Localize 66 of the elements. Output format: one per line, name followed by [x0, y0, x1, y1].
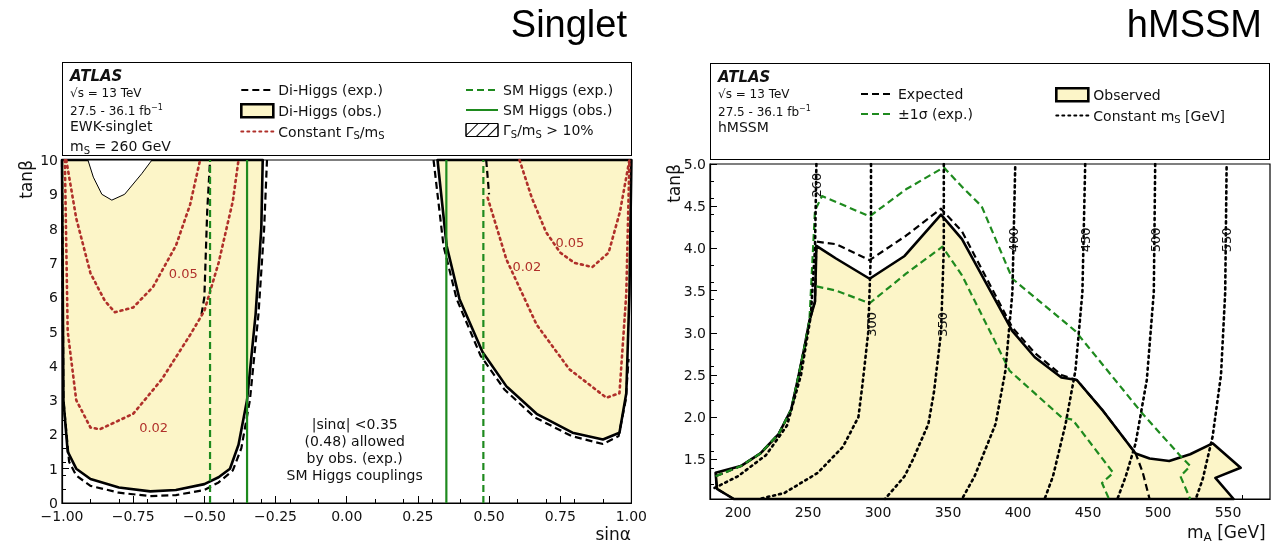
y-tick-label: 3 [49, 392, 58, 409]
annotation: 0.05 [555, 235, 585, 251]
y-tick-label: 2.0 [683, 409, 706, 426]
x-tick-label: −0.75 [111, 508, 155, 524]
text: ATLAS [69, 66, 123, 85]
x-tick-label: −1.00 [40, 508, 84, 524]
chart-title: Singlet [510, 3, 628, 45]
x-tick-label: 550 [1214, 504, 1242, 520]
x-tick-label: 0.50 [473, 508, 505, 524]
legend-label: Expected [898, 86, 964, 102]
x-tick-label: 1.00 [615, 508, 647, 524]
annotation: 550 [1219, 227, 1235, 253]
chart-title: hMSSM [1126, 3, 1263, 45]
annotation: 450 [1077, 227, 1093, 253]
annotation: 0.02 [512, 259, 542, 275]
y-tick-label: 1.5 [683, 451, 706, 468]
annotation: |sinα| <0.35 (0.48) allowed by obs. (exp.) SM Higgs couplings [286, 415, 423, 483]
y-tick-label: 5.0 [683, 156, 706, 172]
annotation: 500 [1147, 227, 1163, 253]
x-tick-label: 0.00 [331, 508, 363, 524]
x-tick-label: −0.25 [254, 508, 297, 524]
y-tick-label: 8 [49, 220, 58, 237]
y-tick-label: 10 [40, 152, 58, 168]
y-tick-label: 4.0 [683, 240, 706, 257]
y-axis-title: tanβ [16, 160, 36, 199]
legend-label: Di-Higgs (obs.) [278, 102, 383, 119]
text: hMSSM [718, 119, 769, 135]
legend-label: SM Higgs (exp.) [503, 82, 614, 98]
x-tick-label: 0.25 [402, 508, 434, 524]
annotation: 350 [934, 311, 950, 337]
y-tick-label: 4.5 [683, 198, 706, 215]
y-tick-label: 3.0 [683, 324, 706, 341]
legend-label: Observed [1093, 86, 1161, 103]
legend-label: ±1σ (exp.) [898, 106, 973, 122]
x-tick-label: 350 [934, 504, 962, 520]
x-tick-label: 500 [1144, 504, 1172, 520]
x-axis-title: sinα [595, 523, 631, 543]
y-tick-label: 0 [49, 495, 58, 511]
x-tick-label: −0.50 [182, 508, 226, 524]
y-tick-label: 6 [49, 289, 59, 306]
y-axis-title: tanβ [664, 164, 684, 203]
y-tick-label: 3.5 [683, 282, 706, 299]
y-tick-label: 9 [49, 186, 58, 203]
legend-label: Di-Higgs (exp.) [278, 82, 383, 98]
annotation: 0.05 [168, 265, 198, 281]
text: √s = 13 TeV [718, 87, 791, 101]
annotation: 260 [808, 172, 824, 198]
text: √s = 13 TeV [70, 86, 143, 100]
y-tick-label: 4 [49, 357, 59, 374]
y-tick-label: 5 [49, 323, 58, 340]
x-tick-label: 0.75 [544, 508, 576, 524]
x-tick-label: 450 [1074, 504, 1102, 520]
y-tick-label: 2 [49, 426, 58, 443]
text: EWK-singlet [70, 118, 153, 134]
annotation: 0.02 [139, 420, 169, 436]
y-tick-label: 2.5 [683, 366, 706, 383]
legend-label: SM Higgs (obs.) [503, 102, 613, 118]
annotation: 300 [863, 311, 879, 337]
x-tick-label: 200 [724, 504, 752, 520]
x-tick-label: 250 [794, 504, 822, 520]
x-tick-label: 300 [864, 504, 892, 520]
y-tick-label: 1 [49, 460, 58, 477]
y-tick-label: 7 [49, 254, 58, 271]
annotation: 400 [1006, 227, 1022, 253]
x-tick-label: 400 [1004, 504, 1032, 520]
text: ATLAS [717, 67, 771, 86]
